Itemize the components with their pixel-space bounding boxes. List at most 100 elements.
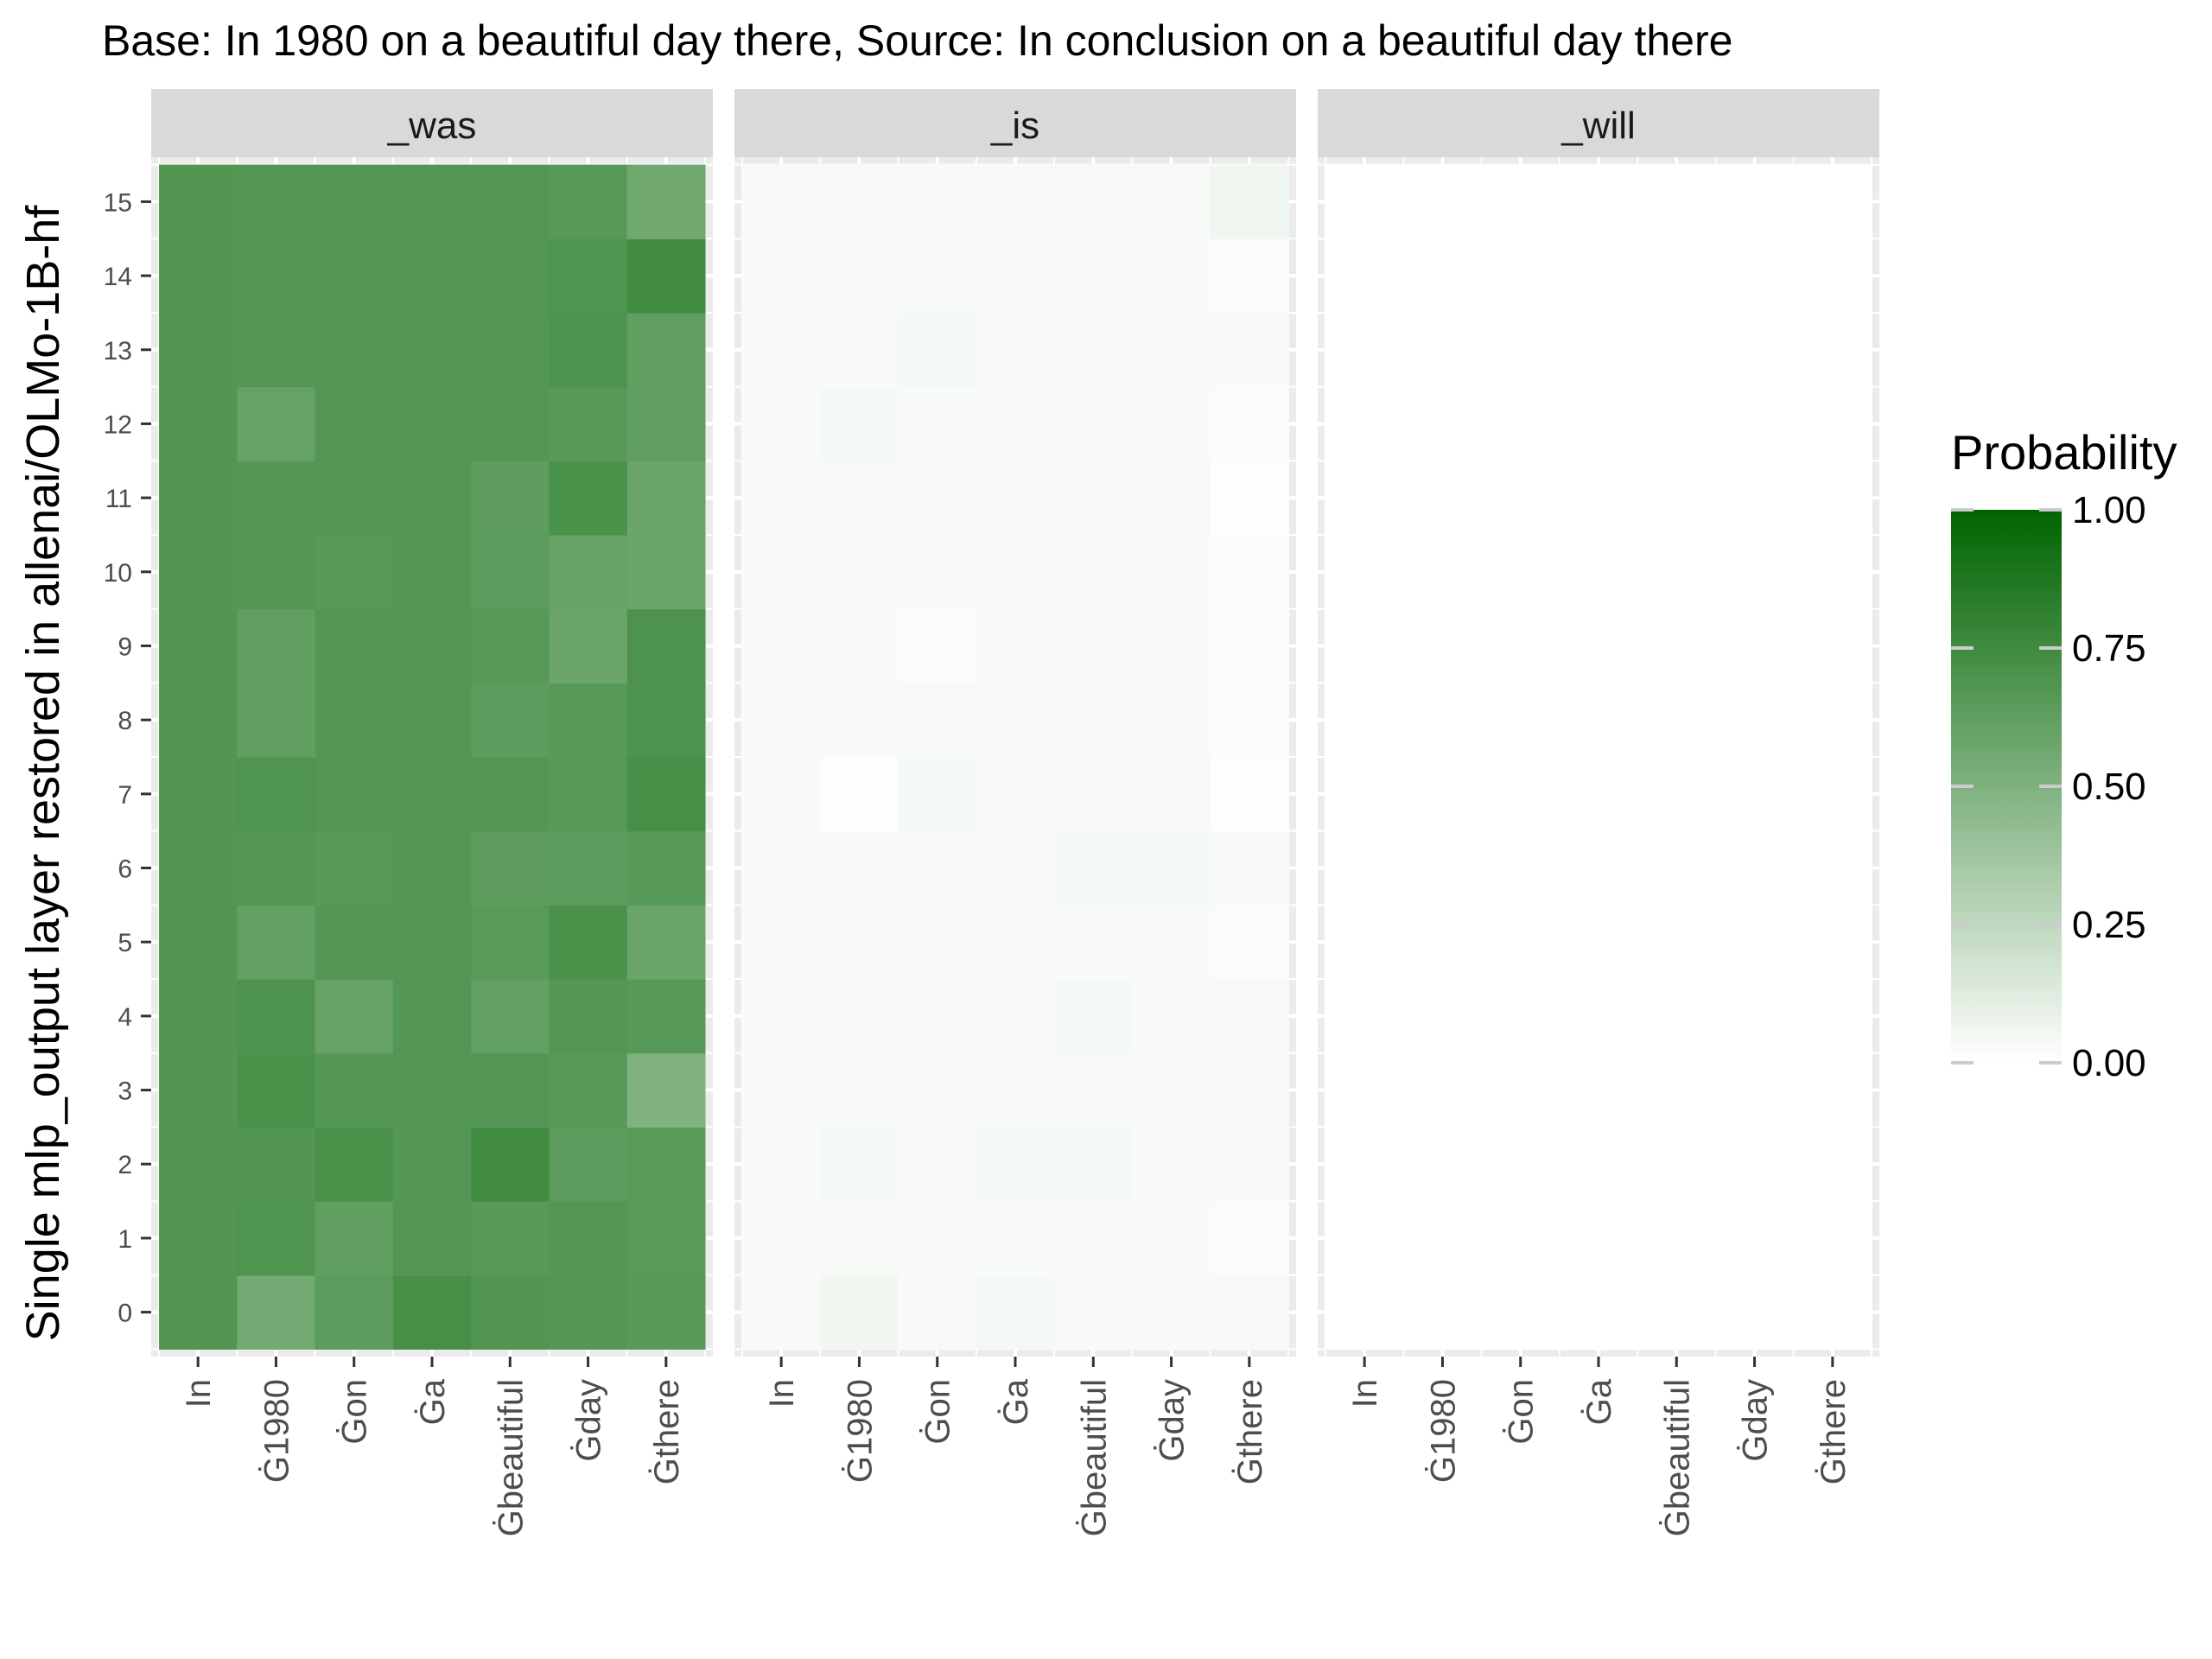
heatmap-tile xyxy=(1637,1052,1717,1128)
heatmap-tile xyxy=(1054,1201,1134,1276)
heatmap-tile xyxy=(1210,757,1289,832)
heatmap-tile xyxy=(471,1274,550,1351)
heatmap-tile xyxy=(159,1201,238,1276)
heatmap-tile xyxy=(1481,238,1560,314)
heatmap-tile xyxy=(626,830,706,906)
heatmap-tile xyxy=(1132,1274,1211,1351)
heatmap-tile xyxy=(392,1201,472,1276)
heatmap-tile xyxy=(1637,386,1717,461)
heatmap-tile xyxy=(1132,238,1211,314)
heatmap-tile xyxy=(159,461,238,536)
heatmap-tile xyxy=(471,1201,550,1276)
heatmap-tile xyxy=(1403,312,1483,388)
heatmap-tile xyxy=(1403,1274,1483,1351)
heatmap-tile xyxy=(742,608,821,683)
heatmap-tile xyxy=(1054,683,1134,758)
heatmap-tile xyxy=(392,164,472,239)
heatmap-tile xyxy=(742,1201,821,1276)
heatmap-tile xyxy=(1054,1127,1134,1202)
heatmap-tile xyxy=(626,905,706,980)
heatmap-tile xyxy=(898,461,977,536)
heatmap-tile xyxy=(1481,608,1560,683)
heatmap-tile xyxy=(820,1052,899,1128)
heatmap-tile xyxy=(1403,757,1483,832)
heatmap-tile xyxy=(392,757,472,832)
heatmap-tile xyxy=(392,905,472,980)
heatmap-tile xyxy=(1715,164,1795,239)
heatmap-tile xyxy=(1210,238,1289,314)
heatmap-tile xyxy=(820,312,899,388)
heatmap-tile xyxy=(898,830,977,906)
heatmap-tile xyxy=(1637,238,1717,314)
heatmap-tile xyxy=(1559,534,1638,610)
heatmap-tile xyxy=(1210,608,1289,683)
heatmap-tile xyxy=(1793,312,1872,388)
heatmap-tile xyxy=(1403,905,1483,980)
heatmap-tile xyxy=(1715,757,1795,832)
heatmap-tile xyxy=(1210,1052,1289,1128)
legend: Probability 0.00 0.25 0.50 0.75 1.00 xyxy=(1951,425,2177,1084)
heatmap-tile xyxy=(1054,164,1134,239)
heatmap-tile xyxy=(898,534,977,610)
heatmap-tile xyxy=(1325,164,1404,239)
heatmap-tile xyxy=(1054,608,1134,683)
heatmap-tile xyxy=(898,1274,977,1351)
heatmap-tile xyxy=(1054,1274,1134,1351)
y-tick-label: 14 xyxy=(104,263,132,291)
heatmap-tile xyxy=(976,534,1055,610)
heatmap-tile xyxy=(976,757,1055,832)
heatmap-tile xyxy=(1793,386,1872,461)
heatmap-tile xyxy=(1481,461,1560,536)
heatmap-tile xyxy=(1210,1127,1289,1202)
heatmap-tile xyxy=(1715,1274,1795,1351)
heatmap-tile xyxy=(1481,312,1560,388)
heatmap-tile xyxy=(898,386,977,461)
heatmap-tile xyxy=(976,1052,1055,1128)
heatmap-tile xyxy=(237,979,316,1054)
heatmap-tile xyxy=(1793,979,1872,1054)
legend-tick-label: 0.25 xyxy=(2072,904,2146,946)
heatmap-tile xyxy=(1132,683,1211,758)
heatmap-tile xyxy=(1325,1274,1404,1351)
heatmap-tile xyxy=(471,386,550,461)
heatmap-tile xyxy=(742,1052,821,1128)
heatmap-tile xyxy=(820,238,899,314)
heatmap-tile xyxy=(1325,312,1404,388)
heatmap-tile xyxy=(742,461,821,536)
heatmap-tile xyxy=(237,905,316,980)
heatmap-tile xyxy=(1481,1052,1560,1128)
heatmap-tile xyxy=(237,1274,316,1351)
heatmap-tile xyxy=(549,979,628,1054)
heatmap-tile xyxy=(898,164,977,239)
heatmap-tile xyxy=(626,461,706,536)
heatmap-tile xyxy=(1715,1052,1795,1128)
heatmap-tile xyxy=(1637,1127,1717,1202)
heatmap-tile xyxy=(237,757,316,832)
heatmap-tile xyxy=(1054,238,1134,314)
heatmap-tile xyxy=(820,164,899,239)
heatmap-tile xyxy=(315,534,394,610)
heatmap-tile xyxy=(1637,1274,1717,1351)
heatmap-tile xyxy=(1793,1052,1872,1128)
heatmap-tile xyxy=(549,757,628,832)
heatmap-tile xyxy=(1132,534,1211,610)
heatmap-tile xyxy=(1715,1201,1795,1276)
heatmap-tile xyxy=(471,979,550,1054)
heatmap-tile xyxy=(1210,979,1289,1054)
heatmap-tile xyxy=(159,1052,238,1128)
heatmap-tile xyxy=(1559,164,1638,239)
heatmap-tile xyxy=(392,312,472,388)
heatmap-tile xyxy=(626,164,706,239)
heatmap-tile xyxy=(549,1201,628,1276)
heatmap-tile xyxy=(1210,830,1289,906)
heatmap-tile xyxy=(1637,608,1717,683)
heatmap-tile xyxy=(1793,905,1872,980)
facet-strip-label: _was xyxy=(387,105,477,147)
heatmap-tile xyxy=(549,386,628,461)
y-tick-label: 13 xyxy=(104,337,132,365)
heatmap-tile xyxy=(1403,608,1483,683)
heatmap-tile xyxy=(159,1274,238,1351)
heatmap-tile xyxy=(549,534,628,610)
heatmap-tile xyxy=(1210,1274,1289,1351)
heatmap-tile xyxy=(898,683,977,758)
